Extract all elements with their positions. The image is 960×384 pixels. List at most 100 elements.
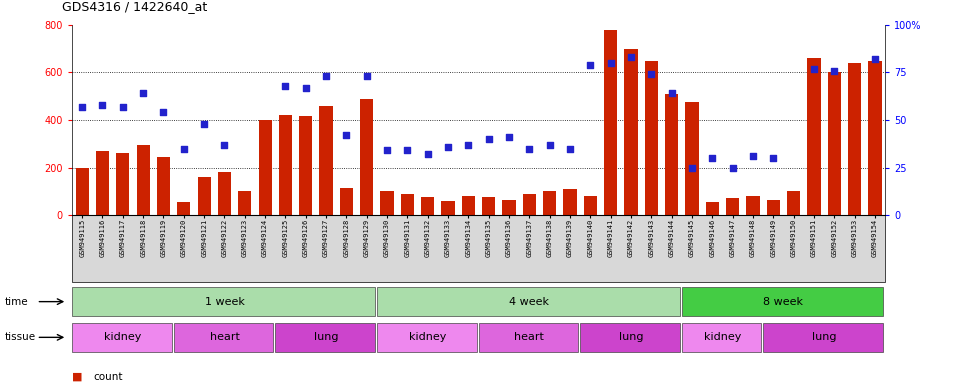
Point (583, 62, 598, 68)
Bar (685, 102, 699, 215)
Bar (726, 199, 739, 215)
FancyBboxPatch shape (479, 323, 578, 352)
Point (501, 134, 516, 140)
Bar (482, 197, 495, 215)
Point (95, 102, 110, 108)
Text: heart: heart (209, 332, 239, 343)
Text: count: count (93, 372, 123, 382)
Bar (442, 201, 455, 215)
Point (867, 56, 882, 62)
Point (684, 164, 700, 170)
Bar (401, 194, 414, 215)
Point (156, 109, 171, 116)
Point (441, 144, 456, 150)
Point (623, 54, 638, 60)
Point (461, 142, 476, 148)
FancyBboxPatch shape (682, 323, 761, 352)
Text: time: time (5, 296, 29, 307)
Bar (807, 58, 821, 215)
Point (827, 68, 842, 74)
Point (379, 147, 395, 154)
Point (603, 60, 618, 66)
Text: heart: heart (515, 332, 544, 343)
Point (299, 84, 314, 91)
Point (135, 90, 151, 96)
Point (359, 73, 374, 79)
Point (664, 90, 680, 96)
Bar (421, 197, 434, 215)
FancyBboxPatch shape (174, 323, 274, 352)
Point (725, 164, 740, 170)
Bar (787, 191, 801, 215)
Bar (178, 202, 190, 215)
Bar (869, 61, 881, 215)
Point (197, 121, 212, 127)
Bar (767, 200, 780, 215)
Bar (706, 202, 719, 215)
Point (399, 147, 415, 154)
Point (217, 142, 232, 148)
Bar (746, 196, 759, 215)
Bar (360, 99, 373, 215)
Text: ■: ■ (72, 372, 83, 382)
Bar (320, 106, 333, 215)
Point (115, 104, 131, 110)
Text: kidney: kidney (104, 332, 141, 343)
Bar (238, 191, 252, 215)
FancyBboxPatch shape (276, 323, 375, 352)
Point (277, 83, 293, 89)
FancyBboxPatch shape (580, 323, 680, 352)
Text: tissue: tissue (5, 332, 36, 343)
Bar (462, 196, 475, 215)
Text: lung: lung (619, 332, 643, 343)
Bar (828, 73, 841, 215)
Bar (624, 49, 637, 215)
Point (766, 155, 781, 161)
Bar (116, 153, 130, 215)
Text: 1 week: 1 week (204, 296, 245, 307)
Bar (198, 177, 211, 215)
Point (176, 146, 191, 152)
Bar (604, 30, 617, 215)
Point (643, 71, 659, 78)
FancyBboxPatch shape (377, 323, 476, 352)
Bar (564, 189, 577, 215)
Bar (300, 116, 312, 215)
Bar (340, 188, 353, 215)
Text: lung: lung (314, 332, 338, 343)
Text: lung: lung (812, 332, 836, 343)
Text: 8 week: 8 week (763, 296, 804, 307)
Bar (848, 63, 861, 215)
FancyBboxPatch shape (763, 323, 883, 352)
Bar (278, 115, 292, 215)
Bar (543, 191, 556, 215)
Bar (665, 94, 679, 215)
Text: GDS4316 / 1422640_at: GDS4316 / 1422640_at (62, 0, 207, 13)
Point (319, 73, 334, 79)
Point (745, 153, 760, 159)
Bar (156, 157, 170, 215)
FancyBboxPatch shape (682, 287, 883, 316)
Bar (584, 196, 597, 215)
Text: kidney: kidney (409, 332, 446, 343)
Bar (502, 200, 516, 215)
FancyBboxPatch shape (377, 287, 680, 316)
Point (563, 146, 578, 152)
Bar (645, 61, 658, 215)
FancyBboxPatch shape (72, 323, 172, 352)
Bar (258, 120, 272, 215)
Point (481, 136, 496, 142)
Point (75, 104, 90, 110)
Point (339, 132, 354, 138)
Bar (136, 145, 150, 215)
Point (542, 142, 558, 148)
Bar (218, 172, 231, 215)
Point (806, 66, 822, 72)
Point (521, 146, 537, 152)
Bar (523, 194, 536, 215)
Bar (76, 167, 88, 215)
Point (705, 155, 720, 161)
Point (420, 151, 436, 157)
FancyBboxPatch shape (72, 287, 375, 316)
Text: 4 week: 4 week (510, 296, 549, 307)
